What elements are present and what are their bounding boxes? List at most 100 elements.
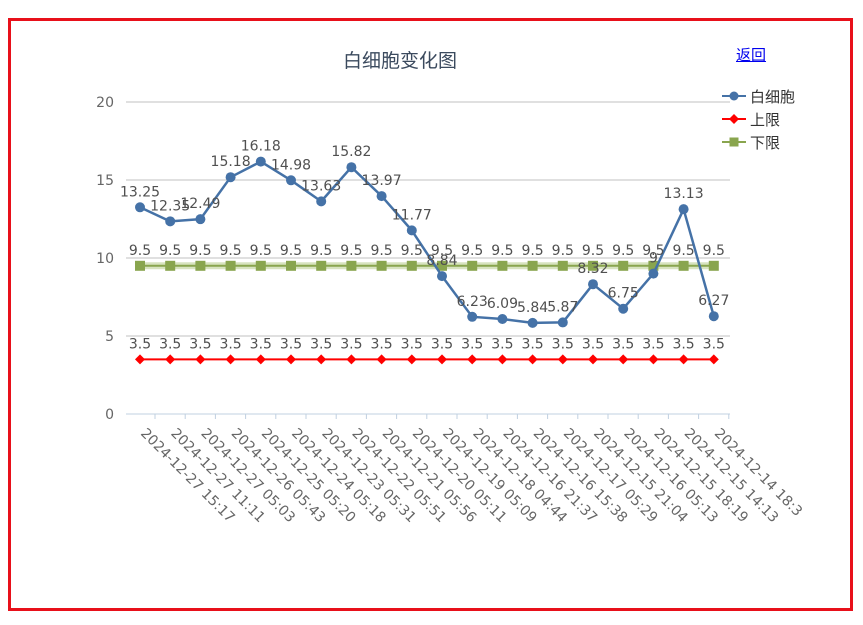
data-point: [618, 354, 629, 365]
legend-label: 白细胞: [750, 88, 796, 106]
data-point: [708, 311, 719, 322]
data-label: 9.5: [250, 243, 272, 259]
data-label: 9.5: [582, 243, 604, 259]
data-label: 12.49: [180, 196, 220, 212]
data-point: [588, 260, 598, 271]
legend-marker-square-icon: [722, 137, 746, 147]
data-point: [346, 162, 357, 173]
data-point: [527, 260, 538, 271]
data-label: 16.18: [241, 139, 281, 155]
data-point: [225, 354, 236, 365]
back-link[interactable]: 返回: [736, 46, 767, 64]
data-label: 9: [649, 251, 658, 267]
data-point: [135, 354, 145, 365]
data-point: [708, 354, 719, 365]
data-point: [708, 260, 719, 271]
data-label: 9.5: [310, 243, 332, 259]
data-label: 3.5: [370, 336, 392, 352]
y-tick-label: 0: [105, 407, 114, 423]
data-label: 6.23: [457, 294, 488, 310]
data-point: [286, 354, 296, 365]
data-label: 5.87: [547, 299, 578, 315]
data-point: [225, 172, 236, 183]
data-label: 8.84: [426, 253, 457, 269]
data-point: [376, 260, 387, 271]
data-point: [346, 260, 357, 271]
data-label: 3.5: [159, 336, 181, 352]
data-label: 9.5: [431, 243, 453, 259]
data-label: 3.5: [129, 336, 151, 352]
data-point: [286, 260, 296, 271]
data-label: 9.5: [642, 243, 664, 259]
data-point: [165, 260, 176, 271]
data-label: 14.98: [271, 157, 311, 173]
data-label: 12.35: [150, 198, 190, 214]
data-point: [648, 354, 659, 365]
data-label: 9.5: [491, 243, 513, 259]
data-label: 9.5: [370, 243, 392, 259]
data-point: [437, 271, 447, 282]
data-label: 9.5: [461, 243, 483, 259]
data-point: [346, 354, 357, 365]
data-point: [467, 311, 478, 322]
data-point: [225, 260, 236, 271]
data-label: 3.5: [310, 336, 332, 352]
data-point: [557, 317, 568, 328]
data-label: 6.09: [487, 296, 518, 312]
data-label: 3.5: [401, 336, 423, 352]
data-label: 3.5: [552, 336, 574, 352]
data-point: [376, 191, 387, 202]
data-label: 9.5: [552, 243, 574, 259]
data-point: [497, 313, 508, 324]
data-label: 8.32: [577, 261, 608, 277]
y-tick-label: 5: [105, 329, 114, 345]
data-point: [467, 260, 478, 271]
data-point: [195, 354, 206, 365]
data-point: [316, 260, 327, 271]
data-label: 9.5: [612, 243, 634, 259]
data-point: [588, 354, 598, 365]
data-point: [678, 260, 689, 271]
data-point: [527, 317, 538, 328]
data-point: [618, 260, 629, 271]
data-point: [557, 260, 568, 271]
data-label: 13.25: [120, 184, 160, 200]
data-point: [255, 354, 266, 365]
data-point: [286, 175, 296, 186]
data-point: [437, 354, 447, 365]
data-point: [497, 354, 508, 365]
data-label: 9.5: [401, 243, 423, 259]
data-label: 3.5: [340, 336, 362, 352]
data-point: [467, 354, 478, 365]
data-point: [195, 214, 206, 225]
data-label: 9.5: [672, 243, 694, 259]
data-label: 11.77: [392, 207, 432, 223]
data-label: 3.5: [672, 336, 694, 352]
data-label: 9.5: [159, 243, 181, 259]
data-point: [255, 156, 266, 167]
data-point: [135, 202, 145, 213]
legend-marker-diamond-icon: [722, 114, 746, 124]
data-label: 9.5: [521, 243, 543, 259]
data-point: [255, 260, 266, 271]
data-point: [406, 354, 417, 365]
data-point: [165, 216, 176, 227]
data-point: [437, 260, 447, 271]
data-point: [406, 225, 417, 236]
data-label: 3.5: [521, 336, 543, 352]
data-label: 3.5: [280, 336, 302, 352]
data-point: [195, 260, 206, 271]
data-point: [618, 303, 629, 314]
data-label: 3.5: [491, 336, 513, 352]
data-label: 9.5: [280, 243, 302, 259]
legend-label: 上限: [750, 111, 781, 129]
data-point: [648, 268, 659, 279]
data-label: 9.5: [340, 243, 362, 259]
data-label: 3.5: [219, 336, 241, 352]
data-point: [527, 354, 538, 365]
data-label: 9.5: [189, 243, 211, 259]
data-point: [316, 354, 327, 365]
data-point: [648, 260, 659, 271]
y-tick-label: 10: [96, 251, 114, 267]
